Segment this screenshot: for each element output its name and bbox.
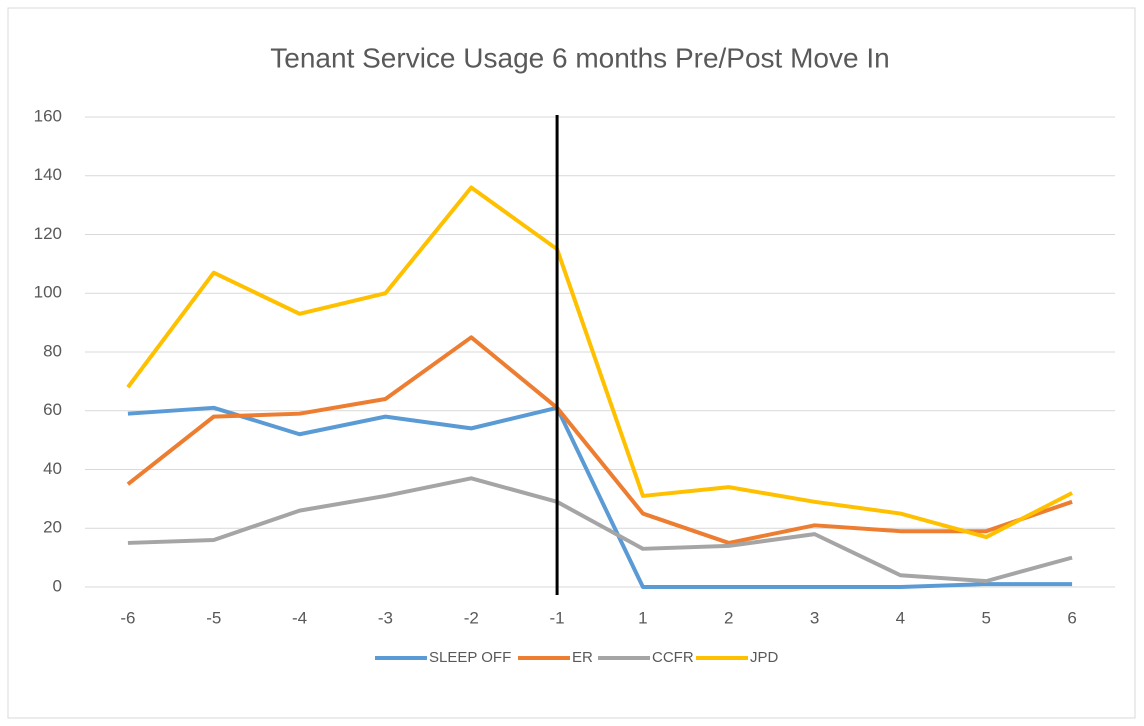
y-tick-label: 20 — [43, 518, 62, 537]
legend-label: CCFR — [652, 649, 694, 666]
x-tick-label: -2 — [464, 608, 479, 627]
series-line — [127, 476, 1073, 584]
y-tick-label: 100 — [34, 283, 62, 302]
chart-title: Tenant Service Usage 6 months Pre/Post M… — [270, 42, 889, 73]
y-tick-label: 140 — [34, 165, 62, 184]
y-tick-label: 120 — [34, 224, 62, 243]
x-tick-label: 5 — [982, 608, 991, 627]
y-tick-label: 160 — [34, 106, 62, 125]
x-tick-label: 2 — [724, 608, 733, 627]
y-tick-label: 80 — [43, 341, 62, 360]
series-line — [126, 185, 1073, 540]
x-tick-label: -6 — [120, 608, 135, 627]
y-tick-label: 60 — [43, 400, 62, 419]
series-line — [126, 335, 1073, 545]
y-tick-label: 0 — [53, 576, 62, 595]
x-tick-label: -4 — [292, 608, 307, 627]
x-tick-label: 1 — [638, 608, 647, 627]
y-tick-label: 40 — [43, 459, 62, 478]
x-tick-label: 3 — [810, 608, 819, 627]
series-line — [127, 405, 1073, 589]
chart-border — [7, 7, 1136, 719]
legend-label: ER — [572, 649, 593, 666]
x-tick-label: -1 — [550, 608, 565, 627]
legend-label: JPD — [750, 649, 779, 666]
x-tick-label: 4 — [896, 608, 905, 627]
legend-label: SLEEP OFF — [429, 649, 511, 666]
x-tick-label: -5 — [206, 608, 221, 627]
x-tick-label: -3 — [378, 608, 393, 627]
x-tick-label: 6 — [1067, 608, 1076, 627]
